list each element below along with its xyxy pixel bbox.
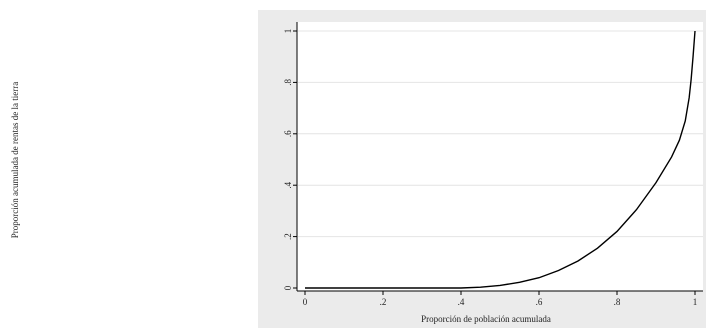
- x-tick-label: 0: [303, 297, 308, 307]
- y-tick-label: .6: [283, 130, 293, 137]
- x-axis-title: Proporción de población acumulada: [421, 314, 551, 324]
- x-tick-label: .6: [536, 297, 543, 307]
- y-tick-label: 0: [283, 285, 293, 290]
- gridlines: [298, 30, 703, 238]
- y-tick-label: 1: [283, 29, 293, 34]
- x-tick-label: .2: [380, 297, 387, 307]
- lorenz-curve-line: [305, 30, 696, 289]
- y-tick-label: .2: [283, 233, 293, 240]
- plot-area-background: [297, 22, 703, 291]
- x-tick-label: 1: [693, 297, 698, 307]
- x-tick-label: .4: [458, 297, 465, 307]
- y-axis-title: Proporción acumulada de rentas de la tie…: [10, 82, 20, 238]
- x-tick-label: .8: [614, 297, 621, 307]
- y-axis-ticks: 0 .2 .4 .6 .8 1: [283, 29, 297, 290]
- y-tick-label: .4: [283, 181, 293, 188]
- x-axis-ticks: 0 .2 .4 .6 .8 1: [303, 291, 698, 307]
- y-tick-label: .8: [283, 79, 293, 86]
